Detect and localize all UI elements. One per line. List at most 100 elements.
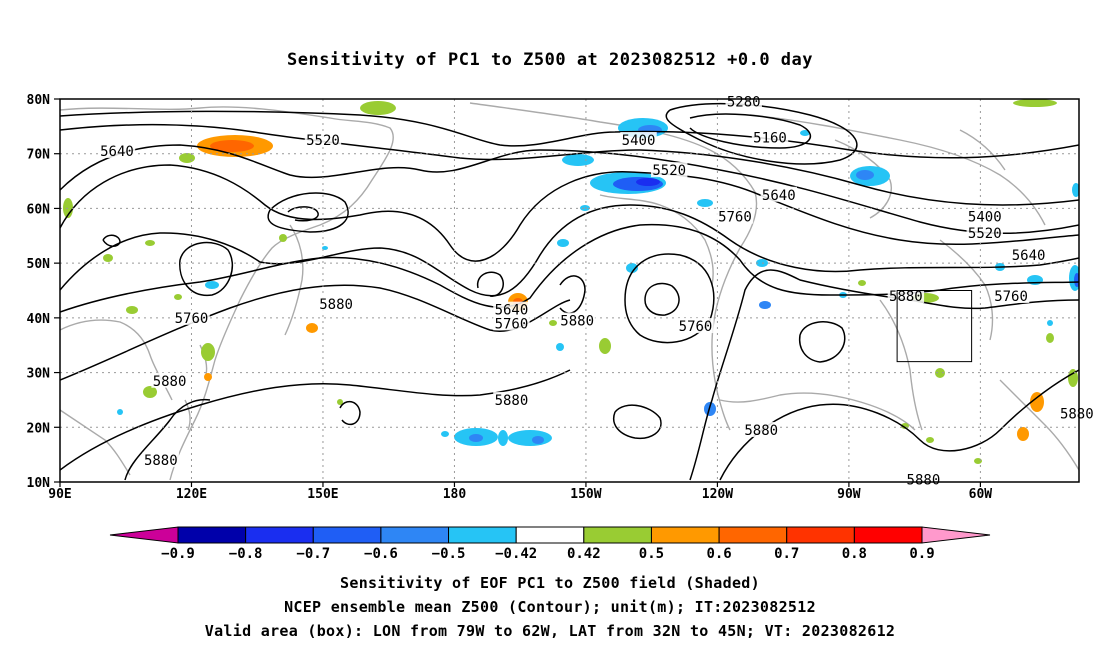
colorbar-swatch [245, 526, 314, 544]
contour-label-bg [304, 132, 342, 148]
colorbar-label: 0.7 [774, 546, 799, 562]
contour-label: 5880 [907, 472, 941, 488]
contour-label-bg [151, 372, 188, 388]
contour-label: 5880 [495, 393, 529, 409]
contour-label: 5760 [718, 210, 752, 226]
contour-label-bg [620, 132, 657, 148]
caption-line-2: NCEP ensemble mean Z500 (Contour); unit(… [284, 598, 816, 616]
lon-tick-label: 180 [443, 487, 467, 502]
lat-tick-label: 60N [27, 202, 51, 217]
colorbar-label: 0.5 [639, 546, 664, 562]
colorbar-under-triangle [109, 526, 179, 544]
contour-label: 5520 [306, 133, 340, 149]
colorbar-label: −0.7 [296, 546, 330, 562]
colorbar-swatch [583, 526, 652, 544]
contour-label-bg [760, 186, 797, 202]
valid-area-box [896, 290, 973, 363]
contour-label: 5160 [753, 130, 787, 146]
colorbar-label: −0.9 [161, 546, 195, 562]
plot-frame [59, 98, 1080, 483]
lon-tick-label: 120W [702, 487, 733, 502]
contour-label: 5880 [744, 423, 778, 439]
contour-label-bg [966, 225, 1003, 241]
contour-label-bg [1010, 246, 1047, 262]
lat-tick-label: 50N [27, 257, 51, 272]
contour-label-bg [493, 301, 530, 317]
lon-tick-label: 120E [176, 487, 207, 502]
contour-label-bg [743, 422, 780, 438]
caption-line-1: Sensitivity of EOF PC1 to Z500 field (Sh… [340, 574, 760, 592]
lon-tick-label: 90W [837, 487, 861, 502]
colorbar-swatch [650, 526, 720, 544]
contour-label: 5280 [727, 95, 761, 111]
lat-tick-label: 80N [27, 93, 51, 108]
colorbar-swatch [380, 526, 450, 544]
colorbar-swatch [177, 526, 247, 544]
contour-label: 5760 [175, 311, 209, 327]
lat-tick-label: 20N [27, 421, 51, 436]
contour-label-bg [725, 93, 762, 109]
lon-tick-label: 60W [969, 487, 993, 502]
colorbar-swatch [312, 526, 382, 544]
contour-label: 5520 [652, 163, 686, 179]
colorbar-label: −0.5 [432, 546, 466, 562]
contour-label-bg [1058, 405, 1096, 421]
contour-label: 5640 [495, 303, 529, 319]
contour-label-bg [966, 208, 1003, 224]
colorbar-swatch [853, 526, 923, 544]
lon-tick-label: 90E [48, 487, 71, 502]
contour-label-bg [493, 315, 530, 331]
colorbar-swatch [786, 526, 855, 544]
contour-label: 5400 [622, 133, 656, 149]
z500-contours [60, 102, 1079, 481]
lon-tick-label: 150W [570, 487, 601, 502]
contour-label: 5640 [100, 144, 134, 160]
contour-label-bg [493, 391, 530, 407]
caption-line-3: Valid area (box): LON from 79W to 62W, L… [204, 622, 896, 640]
colorbar-swatch [515, 526, 585, 544]
colorbar-label: 0.8 [842, 546, 867, 562]
lon-tick-label: 150E [307, 487, 338, 502]
contour-label: 5640 [762, 188, 796, 204]
contour-label-bg [558, 312, 596, 328]
contour-label: 5880 [560, 314, 594, 330]
contour-label: 5760 [679, 319, 713, 335]
contour-label-bg [751, 129, 789, 145]
contour-label-bg [98, 142, 136, 158]
lat-tick-label: 30N [27, 367, 51, 382]
contour-label: 5400 [968, 210, 1002, 226]
contour-label: 5760 [994, 289, 1028, 305]
contour-label-bg [173, 309, 210, 325]
colorbar-label: −0.8 [229, 546, 263, 562]
contour-label-bg [677, 318, 714, 334]
contour-label: 5640 [1012, 248, 1046, 264]
colorbar-label: 0.6 [706, 546, 731, 562]
contour-label: 5520 [968, 226, 1002, 242]
contour-label: 5880 [319, 297, 353, 313]
contour-label: 5880 [889, 289, 923, 305]
lat-tick-label: 70N [27, 148, 51, 163]
contour-label: 5880 [153, 374, 187, 390]
contour-label: 5880 [144, 453, 178, 469]
figure-title: Sensitivity of PC1 to Z500 at 2023082512… [286, 50, 813, 70]
colorbar-label: −0.42 [495, 546, 537, 562]
lat-tick-label: 10N [27, 476, 51, 491]
colorbar-over-triangle [921, 526, 991, 544]
colorbar-swatch [718, 526, 788, 544]
contour-label-bg [992, 287, 1030, 303]
contour-label-bg [716, 208, 754, 224]
contour-label: 5760 [495, 316, 529, 332]
colorbar-label: 0.42 [567, 546, 601, 562]
lat-tick-label: 40N [27, 312, 51, 327]
contour-label-bg [317, 296, 355, 312]
colorbar-label: 0.9 [909, 546, 934, 562]
contour-label: 5880 [1060, 407, 1094, 423]
colorbar: −0.9 −0.8 −0.7 −0.6 −0.5 −0.42 0.42 0.5 0.6 0.7 0.… [109, 526, 991, 562]
colorbar-label: −0.6 [364, 546, 398, 562]
contour-label-bg [142, 452, 180, 468]
colorbar-swatch [448, 526, 517, 544]
contour-label-bg [651, 162, 688, 178]
